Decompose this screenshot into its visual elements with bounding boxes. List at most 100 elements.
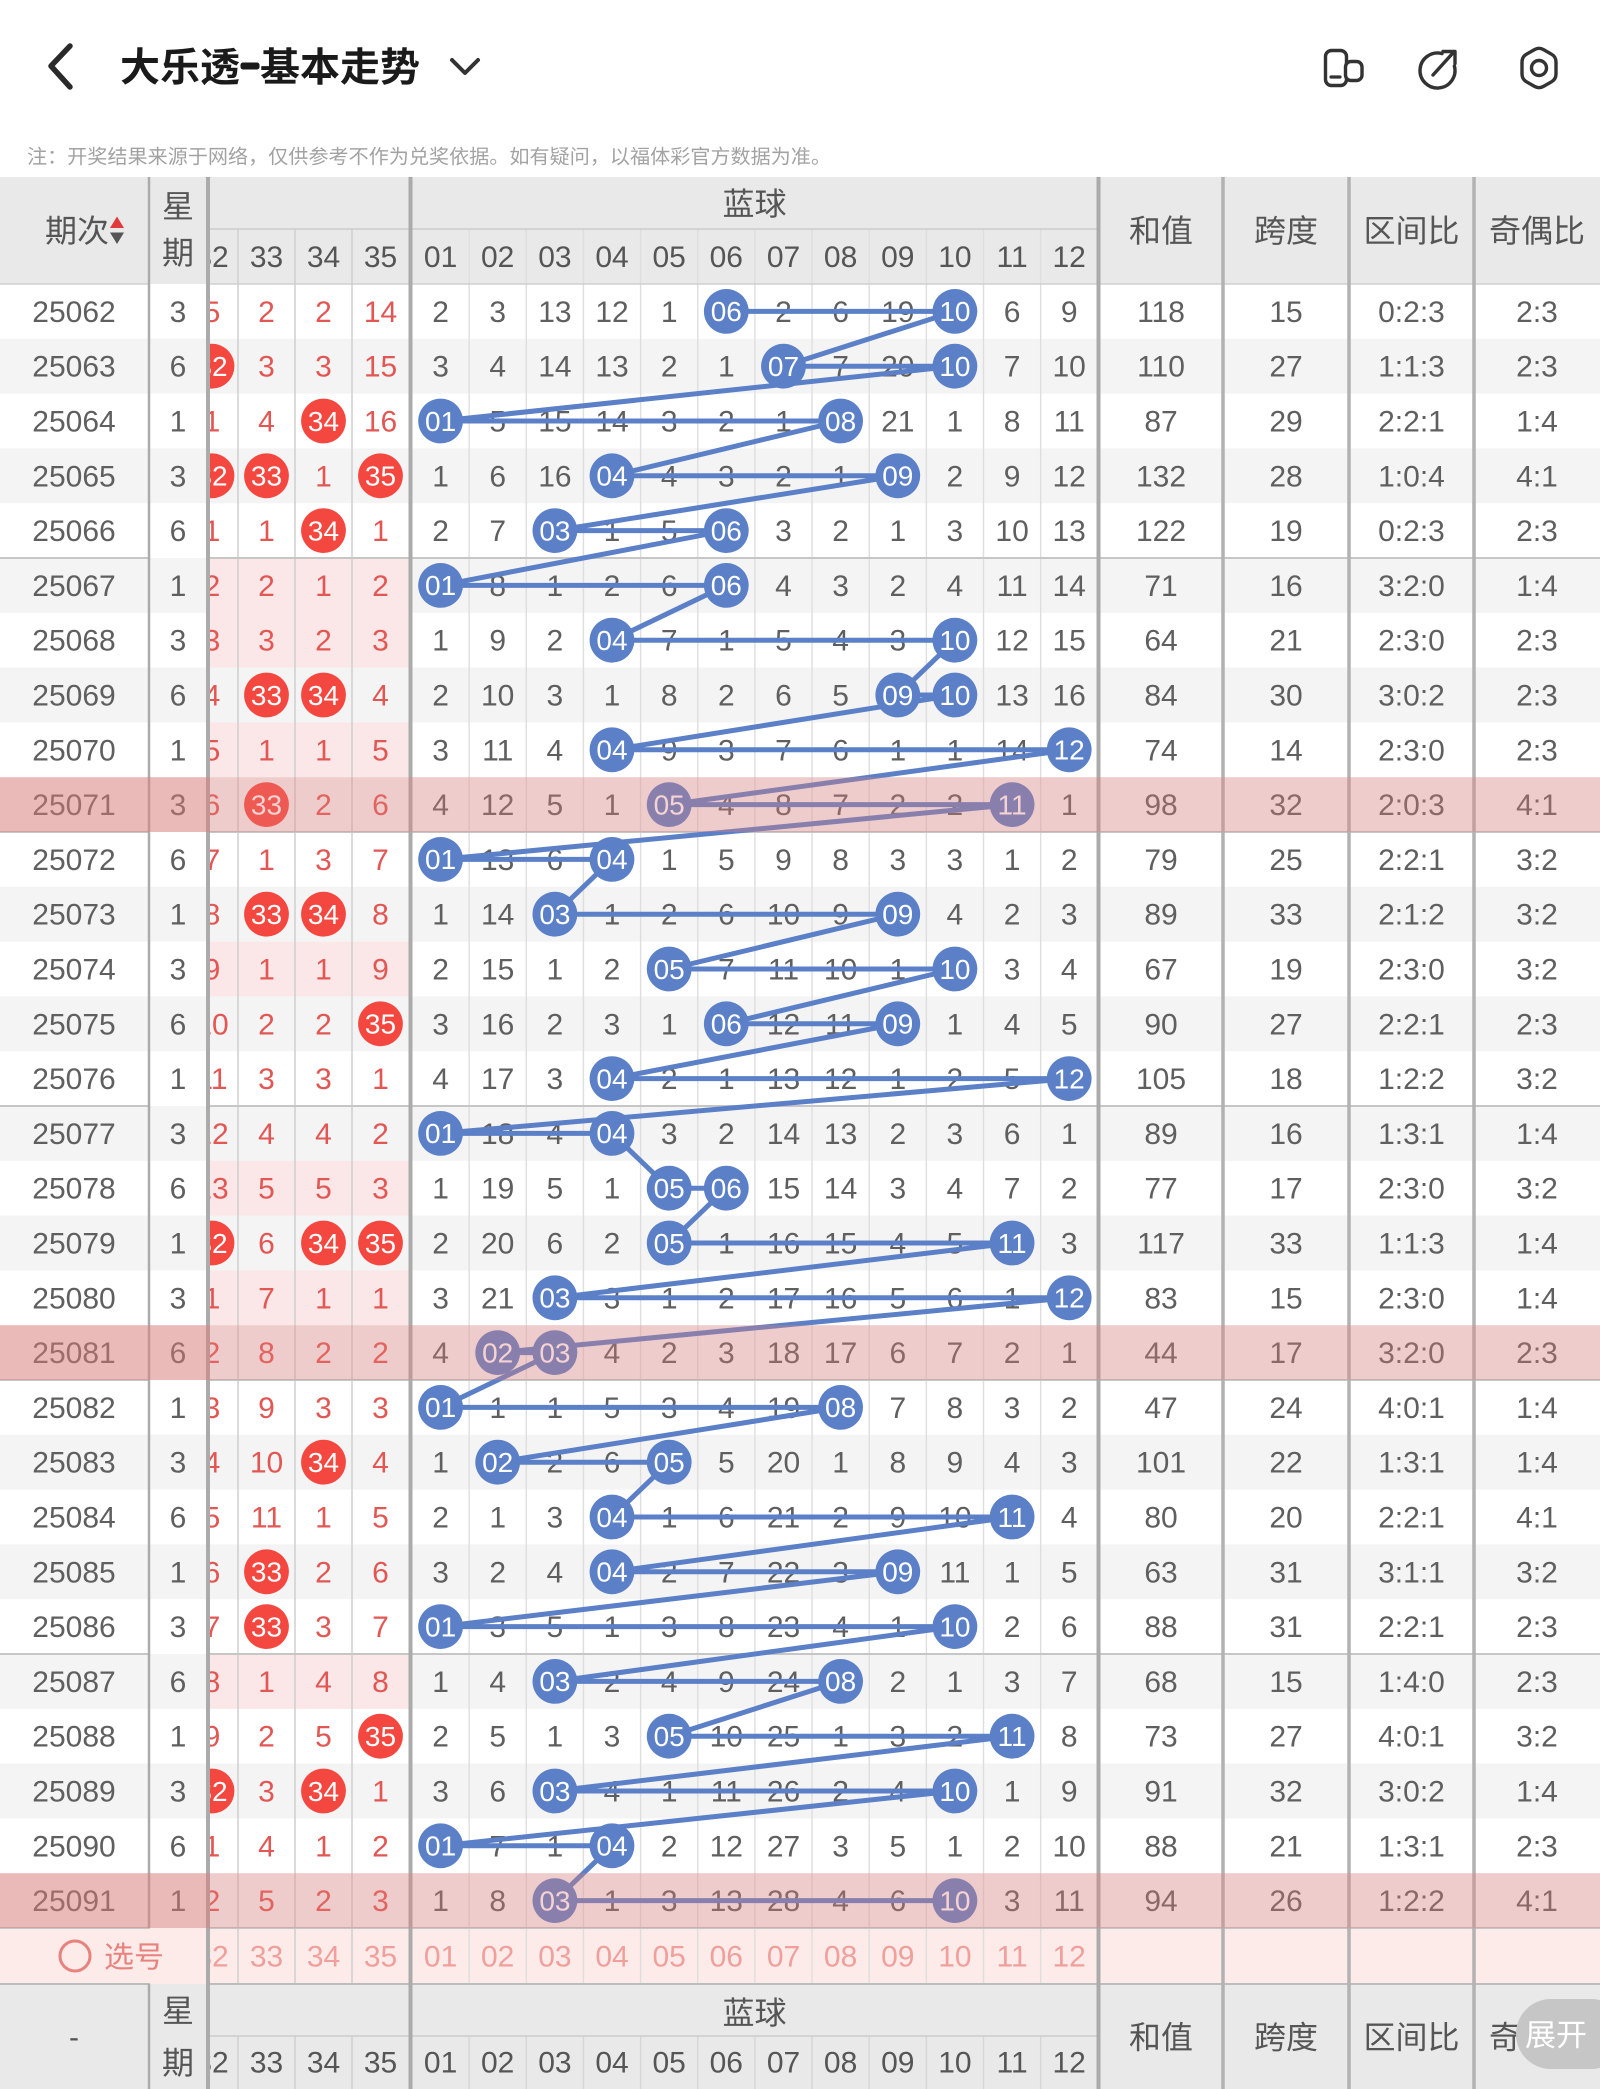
svg-text:13: 13 — [538, 296, 571, 329]
svg-text:04: 04 — [596, 735, 627, 766]
svg-text:28: 28 — [1269, 460, 1302, 493]
svg-text:2: 2 — [372, 1337, 389, 1370]
svg-text:3: 3 — [372, 1392, 389, 1425]
svg-text:2: 2 — [372, 570, 389, 603]
svg-text:8: 8 — [832, 844, 849, 877]
svg-text:14: 14 — [824, 1173, 857, 1206]
svg-text:2:2:1: 2:2:1 — [1378, 844, 1445, 877]
svg-text:7: 7 — [1004, 351, 1021, 384]
svg-text:15: 15 — [767, 1173, 800, 1206]
svg-text:2: 2 — [718, 680, 735, 713]
svg-text:2: 2 — [661, 351, 678, 384]
svg-text:1:4: 1:4 — [1516, 1392, 1558, 1425]
svg-text:44: 44 — [1144, 1337, 1177, 1370]
svg-text:6: 6 — [1004, 1118, 1021, 1151]
svg-text:80: 80 — [1144, 1502, 1177, 1535]
svg-text:2: 2 — [832, 515, 849, 548]
svg-text:35: 35 — [365, 1721, 396, 1752]
svg-text:10: 10 — [939, 680, 970, 711]
svg-text:25085: 25085 — [32, 1556, 115, 1589]
svg-text:21: 21 — [1269, 625, 1302, 658]
svg-text:27: 27 — [1269, 351, 1302, 384]
svg-text:26: 26 — [1269, 1885, 1302, 1918]
svg-text:1: 1 — [315, 1282, 332, 1315]
svg-text:9: 9 — [775, 844, 792, 877]
svg-text:15: 15 — [364, 351, 397, 384]
svg-text:4: 4 — [258, 406, 275, 439]
svg-text:34: 34 — [307, 241, 340, 274]
svg-text:09: 09 — [881, 1941, 914, 1974]
svg-text:6: 6 — [775, 680, 792, 713]
svg-text:71: 71 — [1144, 570, 1177, 603]
svg-text:8: 8 — [489, 1885, 506, 1918]
svg-text:1:4:0: 1:4:0 — [1378, 1666, 1445, 1699]
svg-text:33: 33 — [250, 241, 283, 274]
svg-text:88: 88 — [1144, 1830, 1177, 1863]
svg-text:2: 2 — [258, 296, 275, 329]
svg-text:12: 12 — [1053, 1941, 1086, 1974]
svg-text:10: 10 — [939, 954, 970, 985]
svg-text:2:3:0: 2:3:0 — [1378, 1173, 1445, 1206]
svg-text:06: 06 — [710, 2047, 743, 2080]
svg-text:11: 11 — [251, 1502, 282, 1535]
svg-text:34: 34 — [307, 2047, 340, 2080]
svg-text:2: 2 — [315, 296, 332, 329]
svg-text:7: 7 — [889, 1392, 906, 1425]
svg-text:3: 3 — [1004, 1666, 1021, 1699]
svg-text:6: 6 — [170, 1502, 187, 1535]
svg-text:5: 5 — [832, 680, 849, 713]
svg-text:1: 1 — [372, 515, 389, 548]
svg-text:1:1:3: 1:1:3 — [1378, 351, 1445, 384]
svg-text:05: 05 — [653, 1941, 686, 1974]
svg-text:27: 27 — [767, 1830, 800, 1863]
svg-text:01: 01 — [425, 1611, 456, 1642]
svg-text:3: 3 — [170, 296, 187, 329]
svg-text:2:2:1: 2:2:1 — [1378, 406, 1445, 439]
svg-text:9: 9 — [1061, 296, 1078, 329]
svg-text:1: 1 — [258, 515, 275, 548]
svg-text:3:2: 3:2 — [1516, 1063, 1558, 1096]
svg-text:10: 10 — [1053, 351, 1086, 384]
svg-text:25069: 25069 — [32, 680, 115, 713]
svg-text:117: 117 — [1137, 1228, 1185, 1261]
svg-text:1: 1 — [315, 1502, 332, 1535]
svg-text:88: 88 — [1144, 1611, 1177, 1644]
svg-text:3:2: 3:2 — [1516, 1721, 1558, 1754]
svg-text:2: 2 — [889, 1666, 906, 1699]
svg-text:04: 04 — [596, 461, 627, 492]
svg-text:05: 05 — [654, 1173, 685, 1204]
svg-text:14: 14 — [1269, 734, 1302, 767]
svg-text:1: 1 — [170, 1556, 187, 1589]
svg-text:6: 6 — [258, 1228, 275, 1261]
svg-text:1: 1 — [258, 954, 275, 987]
svg-text:122: 122 — [1136, 515, 1186, 548]
svg-text:3: 3 — [170, 789, 187, 822]
svg-text:3: 3 — [889, 1173, 906, 1206]
svg-text:8: 8 — [372, 1666, 389, 1699]
svg-text:12: 12 — [1053, 2047, 1086, 2080]
svg-text:13: 13 — [824, 1118, 857, 1151]
svg-text:04: 04 — [596, 1557, 627, 1588]
svg-text:17: 17 — [824, 1337, 857, 1370]
svg-text:04: 04 — [596, 1063, 627, 1094]
svg-text:6: 6 — [547, 1228, 564, 1261]
svg-text:2: 2 — [315, 625, 332, 658]
svg-text:03: 03 — [539, 1666, 570, 1697]
svg-text:7: 7 — [947, 1337, 964, 1370]
svg-text:7: 7 — [1004, 1173, 1021, 1206]
svg-text:06: 06 — [711, 1009, 742, 1040]
svg-text:2:3:0: 2:3:0 — [1378, 1282, 1445, 1315]
svg-text:10: 10 — [938, 241, 971, 274]
svg-text:1: 1 — [258, 844, 275, 877]
svg-text:25072: 25072 — [32, 844, 115, 877]
svg-text:1: 1 — [315, 1830, 332, 1863]
svg-text:1: 1 — [547, 954, 564, 987]
svg-text:11: 11 — [482, 734, 513, 767]
svg-text:33: 33 — [251, 789, 282, 820]
svg-text:6: 6 — [170, 351, 187, 384]
svg-text:2:3: 2:3 — [1516, 1337, 1558, 1370]
svg-text:47: 47 — [1144, 1392, 1177, 1425]
svg-text:6: 6 — [1004, 296, 1021, 329]
svg-text:05: 05 — [654, 1228, 685, 1259]
svg-text:3: 3 — [315, 844, 332, 877]
